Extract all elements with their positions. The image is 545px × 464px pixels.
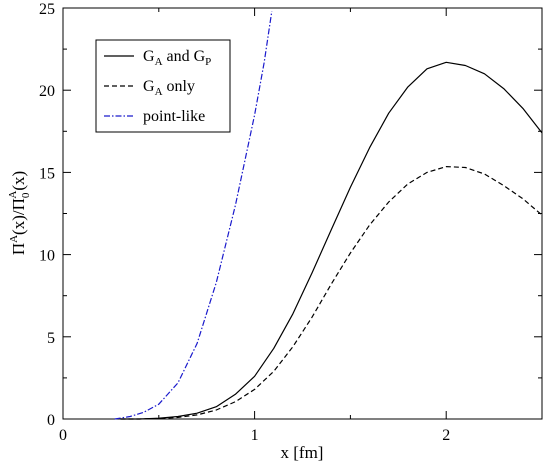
y-tick-label: 10 (39, 248, 55, 265)
legend-label-point-like: point-like (143, 108, 205, 125)
x-tick-label: 2 (442, 427, 450, 444)
series-line-ga-only (120, 166, 543, 420)
x-axis-label: x [fm] (281, 443, 324, 462)
legend-label-ga-gp: GA and GP (143, 48, 211, 68)
y-axis-label: ΠA(x)/Π0A(x) (7, 171, 32, 255)
legend-box (95, 39, 231, 133)
legend-label-ga-only: GA only (143, 78, 195, 98)
series-line-point-like (114, 11, 273, 420)
series-line-ga-gp (120, 61, 543, 420)
y-tick-label: 0 (47, 412, 55, 429)
y-tick-label: 15 (39, 165, 55, 182)
y-tick-label: 20 (39, 83, 55, 100)
x-tick-label: 1 (251, 427, 259, 444)
y-tick-label: 25 (39, 1, 55, 18)
legend: GA and GP GA only point-like (95, 39, 231, 133)
y-tick-label: 5 (47, 330, 55, 347)
series-group (114, 11, 543, 420)
x-tick-label: 0 (59, 427, 67, 444)
